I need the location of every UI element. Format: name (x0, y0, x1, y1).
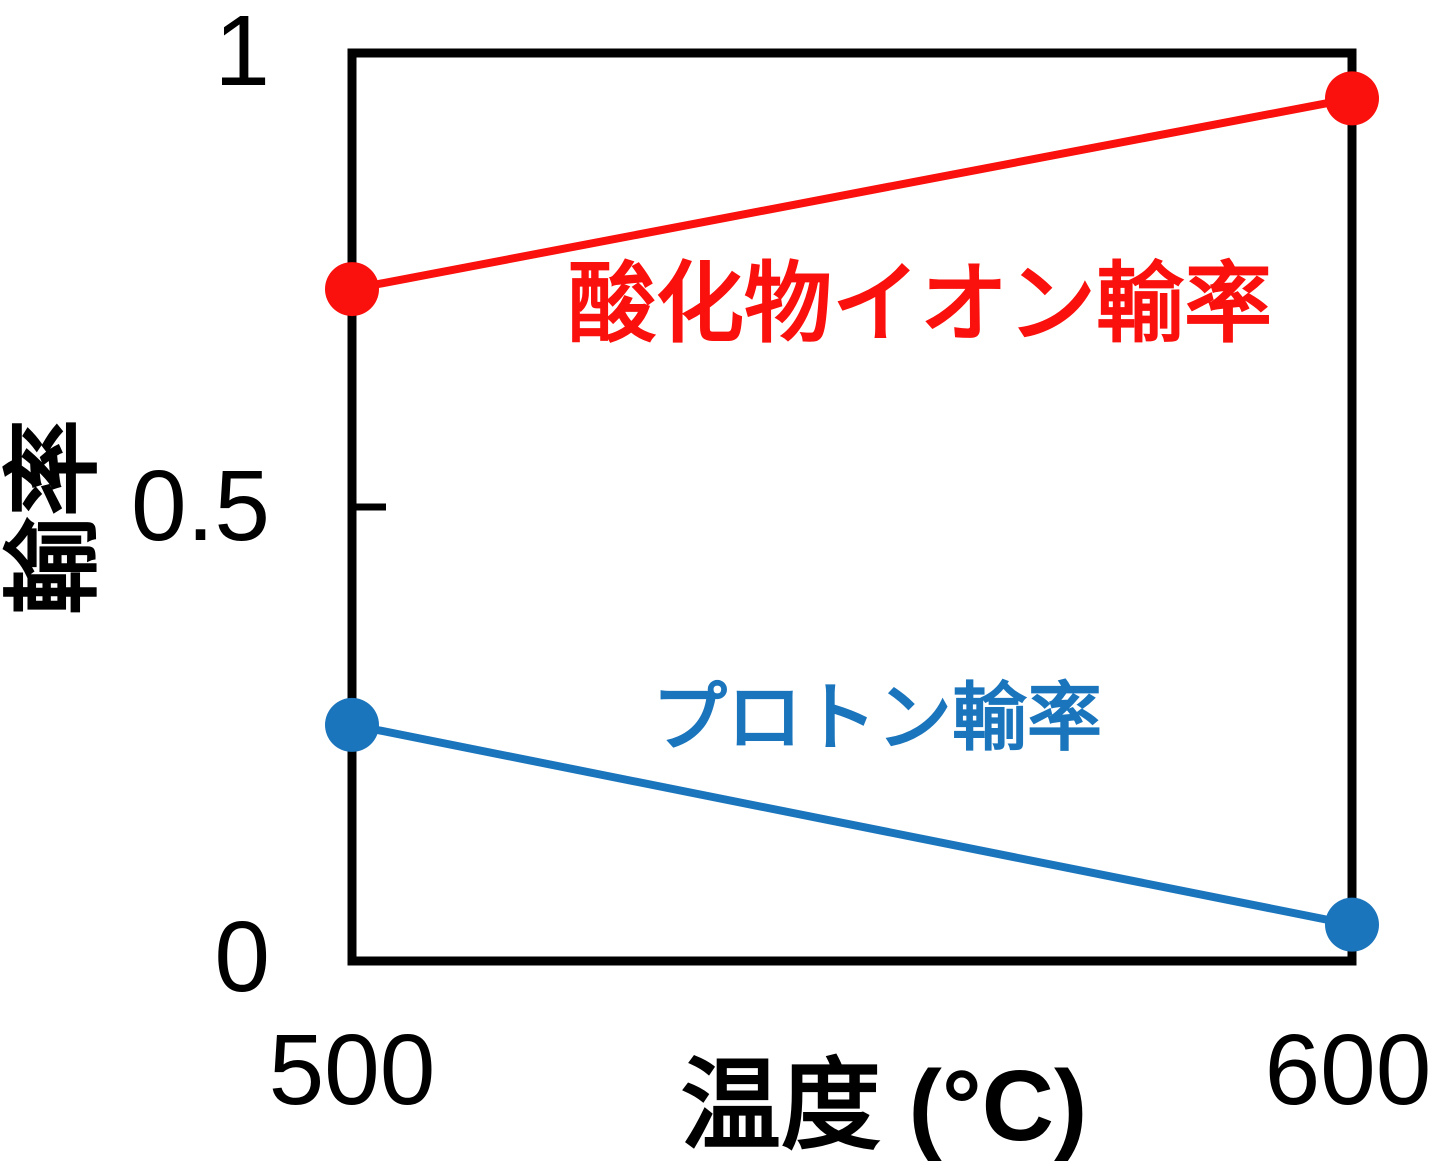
x-tick-label-600: 600 (1264, 1014, 1432, 1126)
series-label-proton: プロトン輸率 (651, 675, 1103, 760)
data-point (325, 697, 379, 752)
series-label-oxide-ion: 酸化物イオン輸率 (567, 254, 1273, 353)
data-point (325, 262, 379, 317)
series-line-0 (351, 94, 1353, 294)
y-tick-label-0-5: 0.5 (130, 450, 270, 562)
data-point (1325, 897, 1379, 952)
y-axis-title: 輸率 (0, 418, 108, 616)
series-line-1 (351, 720, 1353, 929)
y-tick-label-0: 0 (214, 901, 270, 1013)
x-axis-title: 温度 (°C) (680, 1050, 1088, 1162)
x-tick-label-500: 500 (268, 1014, 436, 1126)
y-tick-label-1: 1 (214, 0, 270, 107)
data-point (1325, 71, 1379, 126)
